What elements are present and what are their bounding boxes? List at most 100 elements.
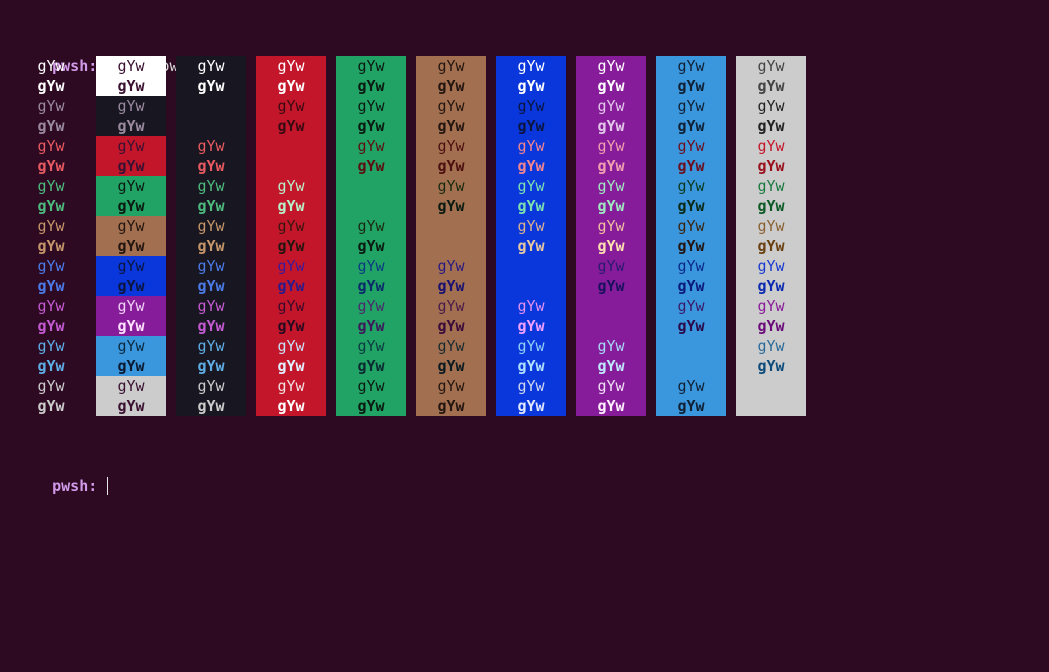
swatch-cell: gYw bbox=[197, 197, 225, 215]
swatch-column-bg-8: gYw gYw gYw gYw gYw gYw gYw gYw gYw gYw gYw gYw gYw g… bbox=[656, 56, 726, 416]
swatch-cell: gYw bbox=[437, 317, 465, 335]
swatch-cell: gYw bbox=[197, 357, 225, 375]
swatch-cell: gYw bbox=[357, 357, 385, 375]
swatch-cell: gYw bbox=[277, 377, 305, 395]
swatch-cell: gYw bbox=[96, 196, 166, 216]
swatch-cell: gYw bbox=[677, 137, 705, 155]
swatch-cell: gYw bbox=[757, 157, 785, 175]
swatch-cell: gYw bbox=[357, 297, 385, 315]
swatch-cell: gYw bbox=[96, 116, 166, 136]
swatch-cell: gYw bbox=[437, 257, 465, 275]
swatch-cell bbox=[336, 196, 406, 216]
swatch-cell: gYw bbox=[757, 57, 785, 75]
swatch-column-bg-5: gYw gYw gYw gYw gYw gYw gYw gYw gYw gYw gYw gYw gYw g… bbox=[416, 56, 486, 416]
swatch-cell: gYw bbox=[517, 317, 545, 335]
swatch-cell: gYw bbox=[357, 237, 385, 255]
swatch-cell: gYw bbox=[677, 277, 705, 295]
swatch-cell: gYw bbox=[277, 277, 305, 295]
swatch-cell: gYw bbox=[37, 177, 65, 195]
swatch-cell: gYw bbox=[517, 397, 545, 415]
swatch-cell: gYw bbox=[757, 337, 785, 355]
swatch-cell: gYw bbox=[96, 356, 166, 376]
swatch-cell bbox=[496, 276, 566, 296]
swatch-cell: gYw bbox=[677, 237, 705, 255]
swatch-cell: gYw bbox=[757, 177, 785, 195]
swatch-cell: gYw bbox=[37, 97, 65, 115]
swatch-cell: gYw bbox=[517, 137, 545, 155]
swatch-cell bbox=[496, 256, 566, 276]
swatch-cell: gYw bbox=[197, 377, 225, 395]
swatch-cell: gYw bbox=[677, 377, 705, 395]
swatch-cell: gYw bbox=[757, 237, 785, 255]
swatch-cell: gYw bbox=[597, 257, 625, 275]
swatch-cell: gYw bbox=[357, 337, 385, 355]
swatch-cell: gYw bbox=[197, 77, 225, 95]
swatch-cell: gYw bbox=[677, 257, 705, 275]
swatch-cell bbox=[176, 116, 246, 136]
swatch-cell: gYw bbox=[37, 357, 65, 375]
swatch-cell: gYw bbox=[357, 157, 385, 175]
swatch-cell: gYw bbox=[37, 257, 65, 275]
swatch-cell: gYw bbox=[357, 57, 385, 75]
swatch-cell: gYw bbox=[277, 97, 305, 115]
swatch-cell: gYw bbox=[197, 397, 225, 415]
swatch-cell: gYw bbox=[197, 157, 225, 175]
swatch-cell: gYw bbox=[37, 57, 65, 75]
swatch-cell: gYw bbox=[37, 277, 65, 295]
swatch-cell: gYw bbox=[597, 157, 625, 175]
swatch-column-default-bg: gYw gYw gYw gYw gYw gYw gYw gYw gYw gYw gYw gYw gYw g… bbox=[16, 56, 86, 416]
swatch-cell: gYw bbox=[597, 57, 625, 75]
swatch-cell: gYw bbox=[757, 217, 785, 235]
swatch-cell: gYw bbox=[437, 137, 465, 155]
swatch-cell: gYw bbox=[757, 137, 785, 155]
swatch-cell: gYw bbox=[597, 117, 625, 135]
swatch-cell: gYw bbox=[357, 257, 385, 275]
swatch-cell: gYw bbox=[517, 377, 545, 395]
swatch-cell: gYw bbox=[357, 117, 385, 135]
color-swatch-grid: gYw gYw gYw gYw gYw gYw gYw gYw gYw gYw gYw gYw gYw g… bbox=[16, 56, 816, 416]
swatch-cell: gYw bbox=[37, 157, 65, 175]
swatch-cell: gYw bbox=[677, 77, 705, 95]
swatch-cell: gYw bbox=[277, 237, 305, 255]
swatch-cell: gYw bbox=[437, 77, 465, 95]
swatch-cell: gYw bbox=[437, 377, 465, 395]
swatch-cell: gYw bbox=[197, 177, 225, 195]
swatch-cell: gYw bbox=[597, 237, 625, 255]
swatch-cell: gYw bbox=[96, 236, 166, 256]
swatch-cell: gYw bbox=[677, 157, 705, 175]
swatch-cell: gYw bbox=[96, 296, 166, 316]
swatch-cell: gYw bbox=[197, 137, 225, 155]
swatch-cell: gYw bbox=[517, 297, 545, 315]
swatch-cell: gYw bbox=[437, 277, 465, 295]
swatch-cell: gYw bbox=[677, 197, 705, 215]
swatch-cell: gYw bbox=[437, 57, 465, 75]
swatch-cell: gYw bbox=[197, 57, 225, 75]
swatch-cell: gYw bbox=[517, 337, 545, 355]
swatch-cell: gYw bbox=[437, 297, 465, 315]
swatch-cell: gYw bbox=[37, 297, 65, 315]
swatch-cell bbox=[576, 316, 646, 336]
swatch-cell: gYw bbox=[37, 217, 65, 235]
swatch-cell: gYw bbox=[37, 397, 65, 415]
swatch-cell: gYw bbox=[197, 217, 225, 235]
swatch-cell: gYw bbox=[757, 77, 785, 95]
swatch-cell: gYw bbox=[757, 357, 785, 375]
swatch-cell: gYw bbox=[757, 257, 785, 275]
swatch-cell: gYw bbox=[597, 357, 625, 375]
swatch-cell: gYw bbox=[677, 397, 705, 415]
input-line[interactable]: pwsh: bbox=[16, 456, 109, 495]
swatch-cell: gYw bbox=[197, 277, 225, 295]
swatch-cell: gYw bbox=[96, 376, 166, 396]
swatch-cell: gYw bbox=[96, 96, 166, 116]
swatch-cell: gYw bbox=[677, 57, 705, 75]
swatch-cell: gYw bbox=[357, 217, 385, 235]
swatch-cell: gYw bbox=[96, 396, 166, 416]
swatch-cell: gYw bbox=[597, 177, 625, 195]
swatch-column-bg-3: gYw gYw gYw gYw gYw gYw gYw gYw gYw gYw gYw gYw gYw g… bbox=[256, 56, 326, 416]
swatch-cell: gYw bbox=[96, 176, 166, 196]
swatch-cell: gYw bbox=[96, 76, 166, 96]
swatch-cell: gYw bbox=[757, 97, 785, 115]
prompt-label: pwsh: bbox=[52, 57, 98, 75]
swatch-cell: gYw bbox=[37, 117, 65, 135]
